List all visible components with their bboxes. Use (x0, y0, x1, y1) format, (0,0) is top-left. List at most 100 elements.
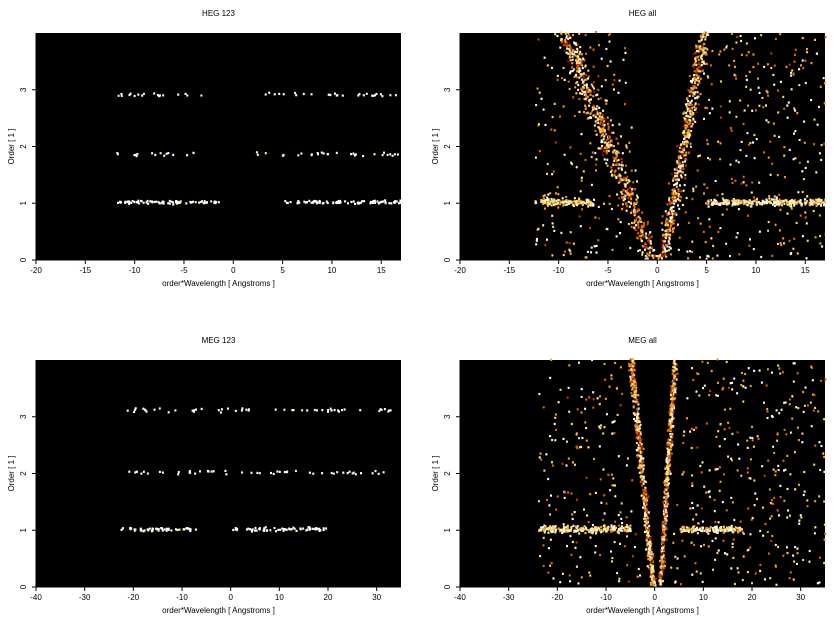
heatmap-cell (670, 390, 673, 393)
heatmap-cell (683, 183, 686, 187)
heatmap-cell (639, 423, 642, 426)
heatmap-cell (821, 245, 824, 248)
heatmap-cell (651, 254, 654, 257)
plot-area (460, 33, 825, 260)
heatmap-cell (557, 527, 560, 530)
heatmap-cell (649, 242, 652, 245)
heatmap-cell (553, 198, 556, 201)
heatmap-cell (330, 471, 333, 475)
heatmap-cell (667, 240, 670, 243)
heatmap-cell (713, 498, 716, 501)
heatmap-cell (318, 527, 321, 530)
heatmap-cell (798, 519, 801, 522)
heatmap-cell (739, 526, 742, 529)
heatmap-cell (611, 169, 614, 172)
heatmap-cell (694, 120, 697, 123)
heatmap-cell (561, 197, 564, 200)
heatmap-cell (571, 517, 574, 521)
heatmap-cell (692, 87, 695, 90)
heatmap-cell (695, 69, 697, 73)
heatmap-cell (706, 186, 709, 189)
heatmap-cell (591, 151, 594, 154)
heatmap-cell (620, 502, 623, 505)
heatmap-cell (757, 437, 760, 440)
heatmap-cell (810, 199, 812, 202)
heatmap-cell (627, 200, 630, 204)
heatmap-cell (343, 408, 346, 411)
heatmap-cell (637, 221, 640, 224)
heatmap-cell (678, 236, 681, 239)
heatmap-cell (580, 576, 583, 579)
heatmap-cell (767, 121, 770, 124)
heatmap-cell (735, 159, 738, 162)
heatmap-cell (624, 171, 627, 174)
heatmap-cell (734, 525, 737, 529)
heatmap-cell (607, 125, 610, 128)
heatmap-cell (686, 88, 689, 91)
heatmap-cell (131, 200, 134, 203)
heatmap-cell (810, 201, 813, 204)
heatmap-cell (558, 199, 561, 202)
heatmap-cell (714, 202, 717, 205)
heatmap-cell (594, 115, 597, 119)
heatmap-cell (294, 91, 297, 95)
heatmap-cell (651, 578, 653, 581)
heatmap-cell (621, 208, 623, 211)
heatmap-cell (119, 201, 122, 204)
heatmap-cell (681, 170, 684, 173)
heatmap-cell (606, 146, 608, 149)
heatmap-cell (617, 151, 620, 154)
heatmap-cell (641, 488, 644, 492)
heatmap-cell (683, 149, 686, 152)
heatmap-cell (673, 361, 676, 364)
heatmap-cell (806, 505, 809, 508)
heatmap-cell (752, 141, 754, 144)
heatmap-cell (602, 117, 605, 120)
heatmap-cell (583, 97, 586, 100)
heatmap-cell (562, 437, 565, 440)
heatmap-cell (593, 457, 595, 460)
heatmap-cell (275, 530, 277, 533)
heatmap-cell (819, 199, 822, 203)
heatmap-cell (621, 203, 624, 206)
heatmap-cell (595, 108, 598, 111)
heatmap-cell (761, 203, 764, 206)
x-tick-label: -30 (503, 593, 515, 602)
heatmap-cell (673, 202, 676, 205)
heatmap-cell (691, 528, 694, 532)
heatmap-cell (730, 529, 733, 532)
heatmap-cell (801, 235, 804, 238)
heatmap-cell (201, 200, 204, 203)
heatmap-cell (759, 202, 762, 206)
heatmap-cell (654, 577, 657, 580)
heatmap-cell (365, 92, 368, 95)
heatmap-cell (682, 142, 685, 146)
heatmap-cell (694, 97, 697, 100)
heatmap-cell (716, 358, 719, 361)
heatmap-cell (672, 388, 674, 391)
heatmap-cell (140, 529, 143, 532)
heatmap-cell (327, 93, 330, 96)
heatmap-cell (637, 466, 640, 469)
heatmap-cell (742, 385, 745, 388)
heatmap-cell (746, 446, 749, 449)
heatmap-cell (295, 94, 298, 97)
heatmap-cell (587, 446, 590, 449)
heatmap-cell (587, 111, 589, 114)
heatmap-cell (550, 197, 553, 201)
heatmap-cell (599, 112, 602, 115)
heatmap-cell (308, 199, 311, 202)
heatmap-cell (721, 501, 724, 504)
heatmap-cell (683, 526, 686, 529)
heatmap-cell (818, 495, 821, 498)
heatmap-cell (650, 558, 653, 561)
heatmap-cell (628, 141, 631, 144)
heatmap-cell (585, 112, 587, 115)
heatmap-cell (728, 426, 731, 430)
heatmap-cell (593, 87, 596, 90)
heatmap-cell (641, 443, 643, 446)
heatmap-cell (703, 183, 706, 186)
heatmap-cell (679, 143, 682, 147)
heatmap-cell (669, 212, 672, 215)
heatmap-cell (691, 484, 694, 487)
